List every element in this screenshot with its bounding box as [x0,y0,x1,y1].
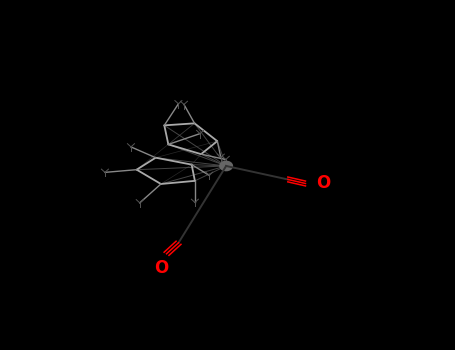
Text: O: O [316,175,330,193]
Polygon shape [219,161,233,172]
Text: O: O [154,259,168,277]
